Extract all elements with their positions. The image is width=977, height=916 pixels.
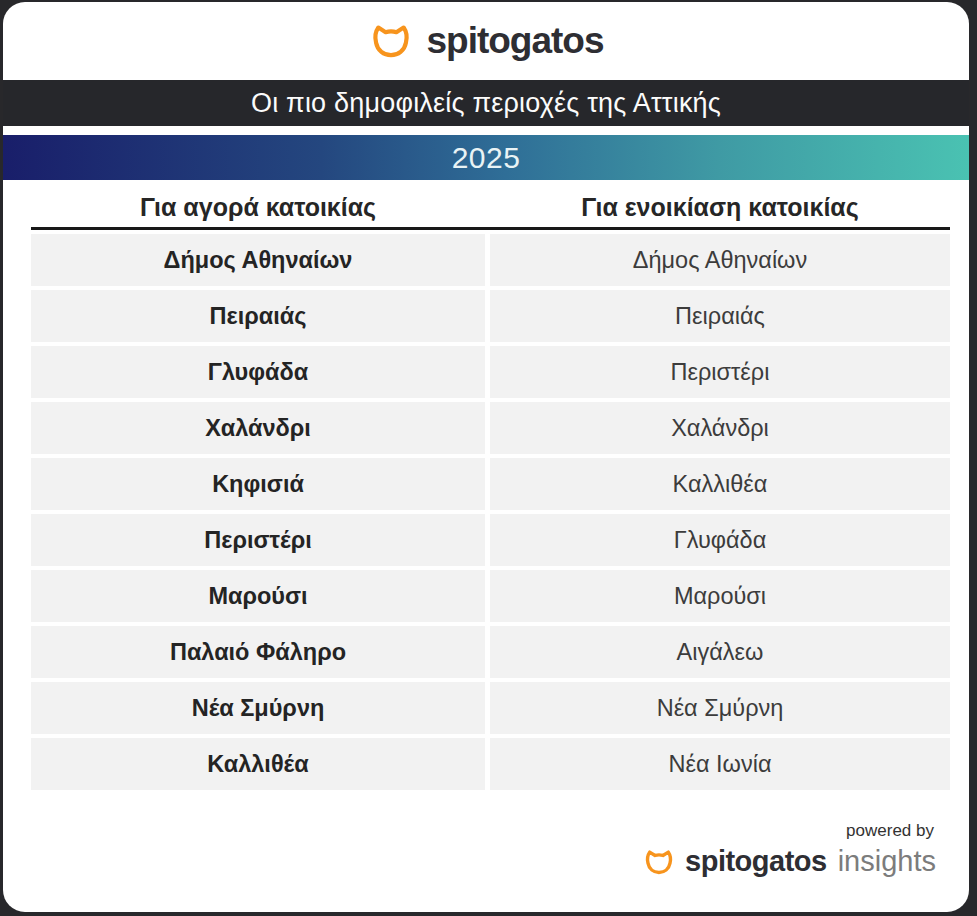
brand-logo-text: spitogatos	[426, 20, 603, 62]
cat-logo-icon	[368, 23, 414, 59]
table-cell-buy-8: Παλαιό Φάληρο	[31, 626, 485, 678]
table-cell-buy-4: Χαλάνδρι	[31, 402, 485, 454]
title-bar: Οι πιο δημοφιλείς περιοχές της Αττικής	[3, 80, 969, 126]
column-header-buy: Για αγορά κατοικίας	[31, 193, 485, 222]
table-cell-rent-1: Δήμος Αθηναίων	[490, 234, 950, 286]
column-header-rent: Για ενοικίαση κατοικίας	[490, 193, 950, 222]
table-cell-buy-3: Γλυφάδα	[31, 346, 485, 398]
table-cell-buy-10: Καλλιθέα	[31, 738, 485, 790]
table-cell-rent-2: Πειραιάς	[490, 290, 950, 342]
table-cell-rent-10: Νέα Ιωνία	[490, 738, 950, 790]
footer: powered by spitogatos insights	[642, 821, 936, 878]
table-cell-rent-5: Καλλιθέα	[490, 458, 950, 510]
year-label: 2025	[452, 141, 521, 175]
footer-brand-name: spitogatos	[685, 845, 827, 878]
footer-brand-suffix: insights	[838, 845, 936, 878]
page-title: Οι πιο δημοφιλείς περιοχές της Αττικής	[251, 88, 721, 119]
table-cell-buy-2: Πειραιάς	[31, 290, 485, 342]
table-cell-rent-6: Γλυφάδα	[490, 514, 950, 566]
footer-brand-row: spitogatos insights	[642, 845, 936, 878]
brand-header: spitogatos	[3, 2, 969, 80]
table-cell-buy-6: Περιστέρι	[31, 514, 485, 566]
title-year-divider	[3, 126, 969, 135]
table-cell-buy-5: Κηφισιά	[31, 458, 485, 510]
table-cell-rent-4: Χαλάνδρι	[490, 402, 950, 454]
table-cell-buy-1: Δήμος Αθηναίων	[31, 234, 485, 286]
header-underline	[31, 227, 950, 230]
table-cell-buy-7: Μαρούσι	[31, 570, 485, 622]
table-body: Δήμος Αθηναίων Δήμος Αθηναίων Πειραιάς Π…	[31, 234, 950, 790]
footer-cat-logo-icon	[642, 849, 676, 875]
table-header-row: Για αγορά κατοικίας Για ενοικίαση κατοικ…	[31, 188, 950, 226]
table-cell-rent-3: Περιστέρι	[490, 346, 950, 398]
table-cell-rent-8: Αιγάλεω	[490, 626, 950, 678]
infographic-card: spitogatos Οι πιο δημοφιλείς περιοχές τη…	[3, 2, 969, 912]
powered-by-label: powered by	[642, 821, 934, 841]
table-cell-rent-9: Νέα Σμύρνη	[490, 682, 950, 734]
table-cell-buy-9: Νέα Σμύρνη	[31, 682, 485, 734]
table-cell-rent-7: Μαρούσι	[490, 570, 950, 622]
popular-areas-table: Για αγορά κατοικίας Για ενοικίαση κατοικ…	[31, 188, 950, 790]
year-bar: 2025	[3, 135, 969, 180]
